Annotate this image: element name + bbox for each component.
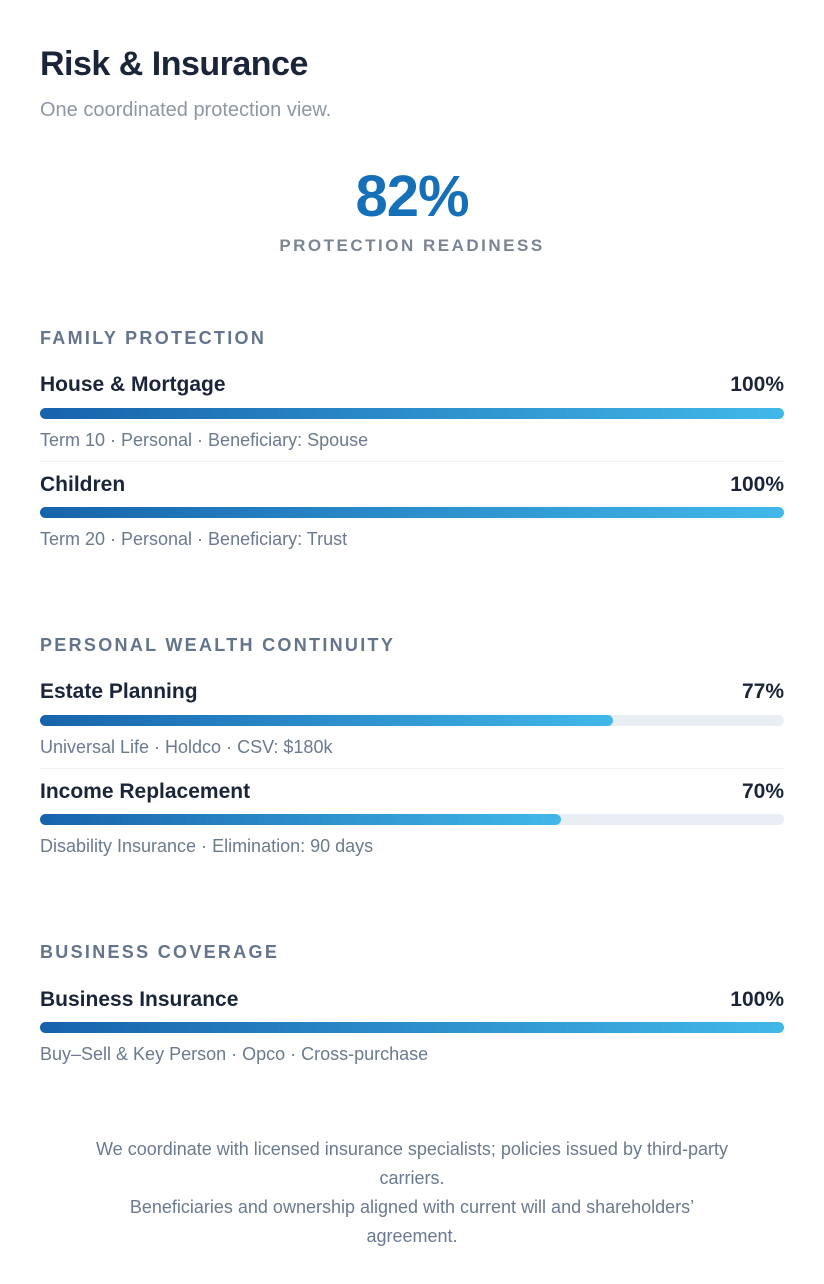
item-percent: 77%: [741, 680, 784, 704]
progress-bar: [40, 507, 784, 519]
item-caption: Term 20 · Personal · Beneficiary: Trust: [40, 529, 348, 550]
sections: FAMILY PROTECTION House & Mortgage 100% …: [40, 328, 784, 1066]
footer-note: We coordinate with licensed insurance sp…: [40, 1135, 784, 1251]
section-heading: FAMILY PROTECTION: [40, 327, 267, 348]
coverage-item-head: Estate Planning 77%: [40, 679, 784, 705]
item-title: Income Replacement: [40, 780, 251, 804]
protection-readiness-hero: 82% PROTECTION READINESS: [40, 163, 784, 256]
section-heading: PERSONAL WEALTH CONTINUITY: [40, 634, 396, 655]
coverage-item: Business Insurance 100% Buy–Sell & Key P…: [40, 977, 784, 1066]
progress-bar: [40, 1021, 784, 1033]
item-title: House & Mortgage: [40, 373, 226, 397]
item-title: Business Insurance: [40, 987, 239, 1011]
progress-bar: [40, 407, 784, 419]
item-title: Estate Planning: [40, 680, 198, 704]
coverage-item-head: Income Replacement 70%: [40, 779, 784, 805]
progress-fill: [40, 407, 784, 419]
coverage-item: Income Replacement 70% Disability Insura…: [40, 769, 784, 858]
item-percent: 100%: [730, 987, 784, 1011]
coverage-item-head: House & Mortgage 100%: [40, 372, 784, 398]
item-percent: 100%: [730, 373, 784, 397]
item-caption: Term 10 · Personal · Beneficiary: Spouse: [40, 429, 369, 450]
coverage-item: Estate Planning 77% Universal Life · Hol…: [40, 669, 784, 770]
readiness-label: PROTECTION READINESS: [279, 235, 545, 255]
section-items: House & Mortgage 100% Term 10 · Personal…: [40, 362, 784, 551]
coverage-item: House & Mortgage 100% Term 10 · Personal…: [40, 362, 784, 463]
page-subtitle: One coordinated protection view.: [40, 98, 332, 121]
page-title: Risk & Insurance: [40, 45, 308, 83]
progress-bar: [40, 714, 784, 726]
progress-fill: [40, 507, 784, 519]
coverage-item-head: Business Insurance 100%: [40, 987, 784, 1013]
footer-line: Beneficiaries and ownership aligned with…: [129, 1197, 695, 1218]
coverage-item: Children 100% Term 20 · Personal · Benef…: [40, 462, 784, 551]
progress-fill: [40, 1021, 784, 1033]
footer-line: We coordinate with licensed insurance sp…: [96, 1139, 728, 1160]
footer-line: carriers.: [379, 1168, 445, 1189]
section-items: Business Insurance 100% Buy–Sell & Key P…: [40, 977, 784, 1066]
section-items: Estate Planning 77% Universal Life · Hol…: [40, 669, 784, 858]
coverage-section: PERSONAL WEALTH CONTINUITY Estate Planni…: [40, 635, 784, 858]
item-caption: Disability Insurance · Elimination: 90 d…: [40, 836, 374, 857]
item-caption: Universal Life · Holdco · CSV: $180k: [40, 736, 333, 757]
readiness-score: 82%: [355, 163, 469, 229]
item-caption: Buy–Sell & Key Person · Opco · Cross-pur…: [40, 1043, 429, 1064]
item-percent: 100%: [730, 473, 784, 497]
section-heading: BUSINESS COVERAGE: [40, 941, 280, 962]
progress-fill: [40, 814, 561, 826]
item-title: Children: [40, 473, 126, 497]
item-percent: 70%: [741, 780, 784, 804]
progress-bar: [40, 814, 784, 826]
coverage-section: FAMILY PROTECTION House & Mortgage 100% …: [40, 328, 784, 551]
coverage-section: BUSINESS COVERAGE Business Insurance 100…: [40, 942, 784, 1065]
footer-line: agreement.: [366, 1226, 458, 1247]
risk-insurance-page: Risk & Insurance One coordinated protect…: [40, 45, 784, 1251]
coverage-item-head: Children 100%: [40, 472, 784, 498]
progress-fill: [40, 714, 613, 726]
